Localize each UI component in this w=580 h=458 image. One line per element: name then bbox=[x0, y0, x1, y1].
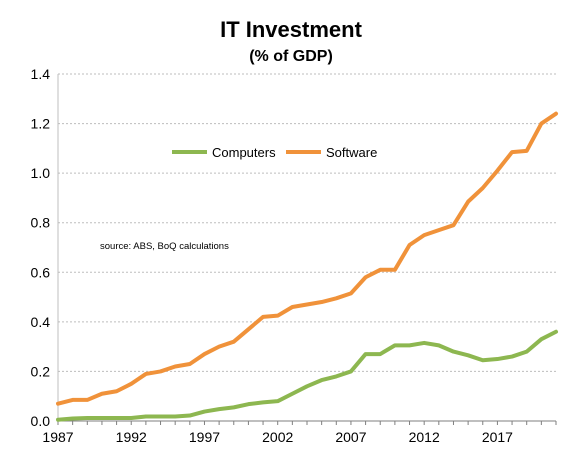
grid-lines bbox=[58, 73, 556, 372]
x-tick-label-5: 2012 bbox=[409, 429, 440, 445]
x-tick-label-1: 1992 bbox=[116, 429, 147, 445]
chart-subtitle: (% of GDP) bbox=[249, 48, 333, 65]
y-tick-label-6: 1.2 bbox=[31, 116, 51, 132]
x-tick-label-2: 1997 bbox=[189, 429, 220, 445]
chart-title: IT Investment bbox=[220, 17, 362, 42]
y-tick-label-4: 0.8 bbox=[31, 215, 51, 231]
series-line-software bbox=[56, 111, 558, 406]
series-line-computers bbox=[56, 329, 558, 422]
x-tick-label-0: 1987 bbox=[42, 429, 73, 445]
x-tick-label-6: 2017 bbox=[482, 429, 513, 445]
axes: 0.0 0.2 0.4 0.6 0.8 1.0 1.2 1.4 1987 1992 1997 2002… bbox=[31, 66, 557, 445]
source-annotation: source: ABS, BoQ calculations bbox=[100, 241, 229, 252]
y-tick-label-5: 1.0 bbox=[31, 165, 51, 181]
legend-label-computers: Computers bbox=[212, 145, 276, 160]
y-tick-label-7: 1.4 bbox=[31, 66, 51, 82]
y-tick-label-2: 0.4 bbox=[31, 314, 51, 330]
series-lines bbox=[56, 111, 558, 422]
legend-label-software: Software bbox=[326, 145, 377, 160]
y-tick-label-0: 0.0 bbox=[31, 413, 51, 429]
x-tick-label-4: 2007 bbox=[335, 429, 366, 445]
legend: Computers Software bbox=[172, 145, 377, 160]
x-tick-label-3: 2002 bbox=[262, 429, 293, 445]
y-tick-label-1: 0.2 bbox=[31, 363, 51, 379]
y-tick-label-3: 0.6 bbox=[31, 264, 51, 280]
